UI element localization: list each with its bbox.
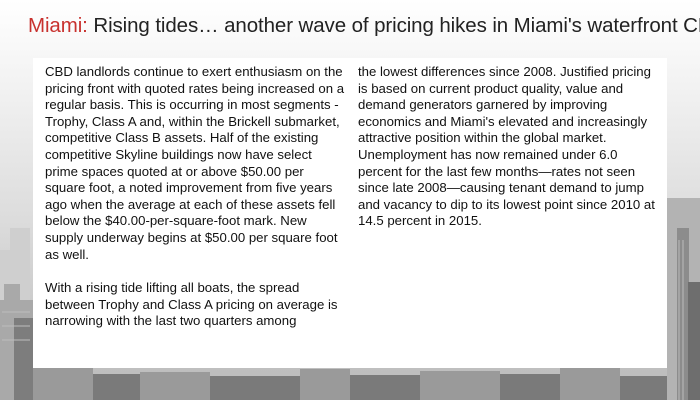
left-paragraph-2: With a rising tide lifting all boats, th… [45,280,338,329]
right-paragraph: the lowest differences since 2008. Justi… [358,64,655,229]
title-text: Rising tides… another wave of pricing hi… [87,14,700,37]
right-column: the lowest differences since 2008. Justi… [358,64,658,230]
title-city: Miami: [28,14,88,37]
paragraph-spacer [45,263,347,280]
left-paragraph-1: CBD landlords continue to exert enthusia… [45,64,345,262]
content-box: CBD landlords continue to exert enthusia… [33,58,667,368]
slide-title: Miami: Rising tides… another wave of pri… [28,14,700,38]
left-column: CBD landlords continue to exert enthusia… [45,64,347,330]
